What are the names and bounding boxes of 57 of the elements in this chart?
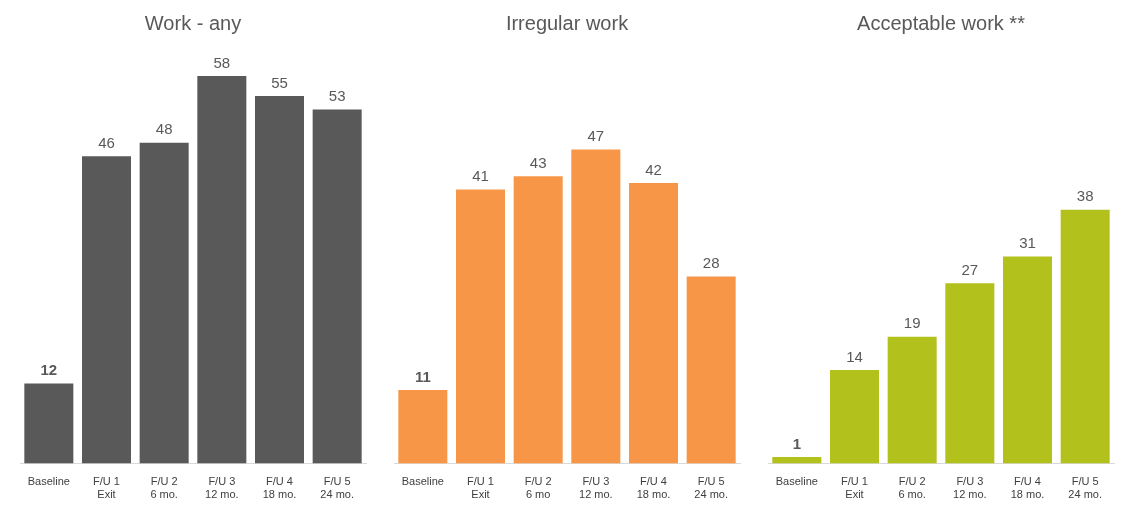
bar xyxy=(1060,209,1110,464)
bar xyxy=(1002,256,1053,464)
bar xyxy=(571,149,621,464)
data-label: 19 xyxy=(903,314,921,332)
bar xyxy=(945,283,995,464)
x-tick-label: F/U 1 Exit xyxy=(467,475,494,501)
x-tick-label: F/U 3 12 mo. xyxy=(205,475,239,501)
bar xyxy=(686,276,736,464)
x-tick-label: F/U 4 18 mo. xyxy=(262,475,297,501)
bar xyxy=(628,182,679,464)
chart-title: Irregular work xyxy=(505,11,630,34)
data-label: 47 xyxy=(587,127,605,145)
bar xyxy=(254,96,305,464)
data-label: 55 xyxy=(271,73,288,91)
x-tick-label: F/U 5 24 mo. xyxy=(320,475,354,501)
x-tick-label: Baseline xyxy=(401,475,444,488)
x-tick-label: F/U 2 6 mo xyxy=(524,475,552,501)
x-tick-label: F/U 4 18 mo. xyxy=(636,475,671,501)
chart-title: Acceptable work ** xyxy=(857,11,1026,34)
data-label: 38 xyxy=(1076,187,1094,205)
bar xyxy=(887,336,937,464)
x-tick-label: F/U 1 Exit xyxy=(841,475,868,501)
bar xyxy=(829,370,880,464)
data-label: 14 xyxy=(846,347,863,365)
data-label: 27 xyxy=(961,260,979,278)
x-tick-label: F/U 5 24 mo. xyxy=(694,475,728,501)
data-label: 42 xyxy=(645,160,662,178)
bar xyxy=(772,456,822,464)
x-tick-label: F/U 4 18 mo. xyxy=(1010,475,1045,501)
x-tick-label: Baseline xyxy=(775,475,818,488)
x-tick-label: F/U 3 12 mo. xyxy=(579,475,613,501)
bar xyxy=(197,76,247,464)
data-label: 41 xyxy=(472,167,489,185)
chart-title: Work - any xyxy=(144,11,242,34)
bar xyxy=(81,156,132,464)
data-label: 11 xyxy=(414,367,431,385)
data-label: 53 xyxy=(328,87,346,105)
data-label: 43 xyxy=(529,153,547,171)
x-tick-label: Baseline xyxy=(27,475,70,488)
x-tick-label: F/U 3 12 mo. xyxy=(953,475,987,501)
data-label: 31 xyxy=(1019,234,1036,252)
data-label: 58 xyxy=(213,53,231,71)
bar xyxy=(24,383,74,464)
bar xyxy=(139,142,189,464)
data-label: 1 xyxy=(792,434,802,452)
data-label: 12 xyxy=(40,361,58,379)
x-tick-label: F/U 1 Exit xyxy=(93,475,120,501)
bar xyxy=(513,176,563,464)
data-label: 46 xyxy=(98,133,115,151)
bar xyxy=(455,189,506,464)
data-label: 48 xyxy=(155,120,173,138)
x-tick-label: F/U 2 6 mo. xyxy=(898,475,926,501)
x-tick-label: F/U 5 24 mo. xyxy=(1068,475,1102,501)
data-label: 28 xyxy=(702,254,720,272)
x-tick-label: F/U 2 6 mo. xyxy=(150,475,178,501)
bar xyxy=(312,109,362,464)
bar xyxy=(398,390,448,464)
